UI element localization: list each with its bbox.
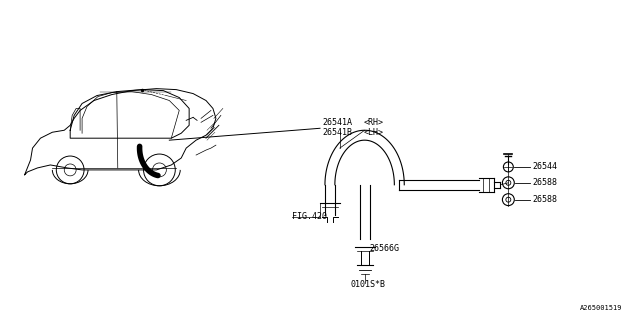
Text: 26541B: 26541B	[322, 128, 352, 137]
Text: 0101S*B: 0101S*B	[351, 280, 386, 289]
Text: 26541A: 26541A	[322, 118, 352, 127]
Text: 26544: 26544	[532, 163, 557, 172]
Text: <LH>: <LH>	[364, 128, 383, 137]
Text: 26588: 26588	[532, 195, 557, 204]
Text: FIG.420: FIG.420	[292, 212, 327, 221]
Text: <RH>: <RH>	[364, 118, 383, 127]
Text: 26566G: 26566G	[369, 244, 399, 253]
Text: 26588: 26588	[532, 178, 557, 187]
Text: A265001519: A265001519	[580, 305, 622, 311]
